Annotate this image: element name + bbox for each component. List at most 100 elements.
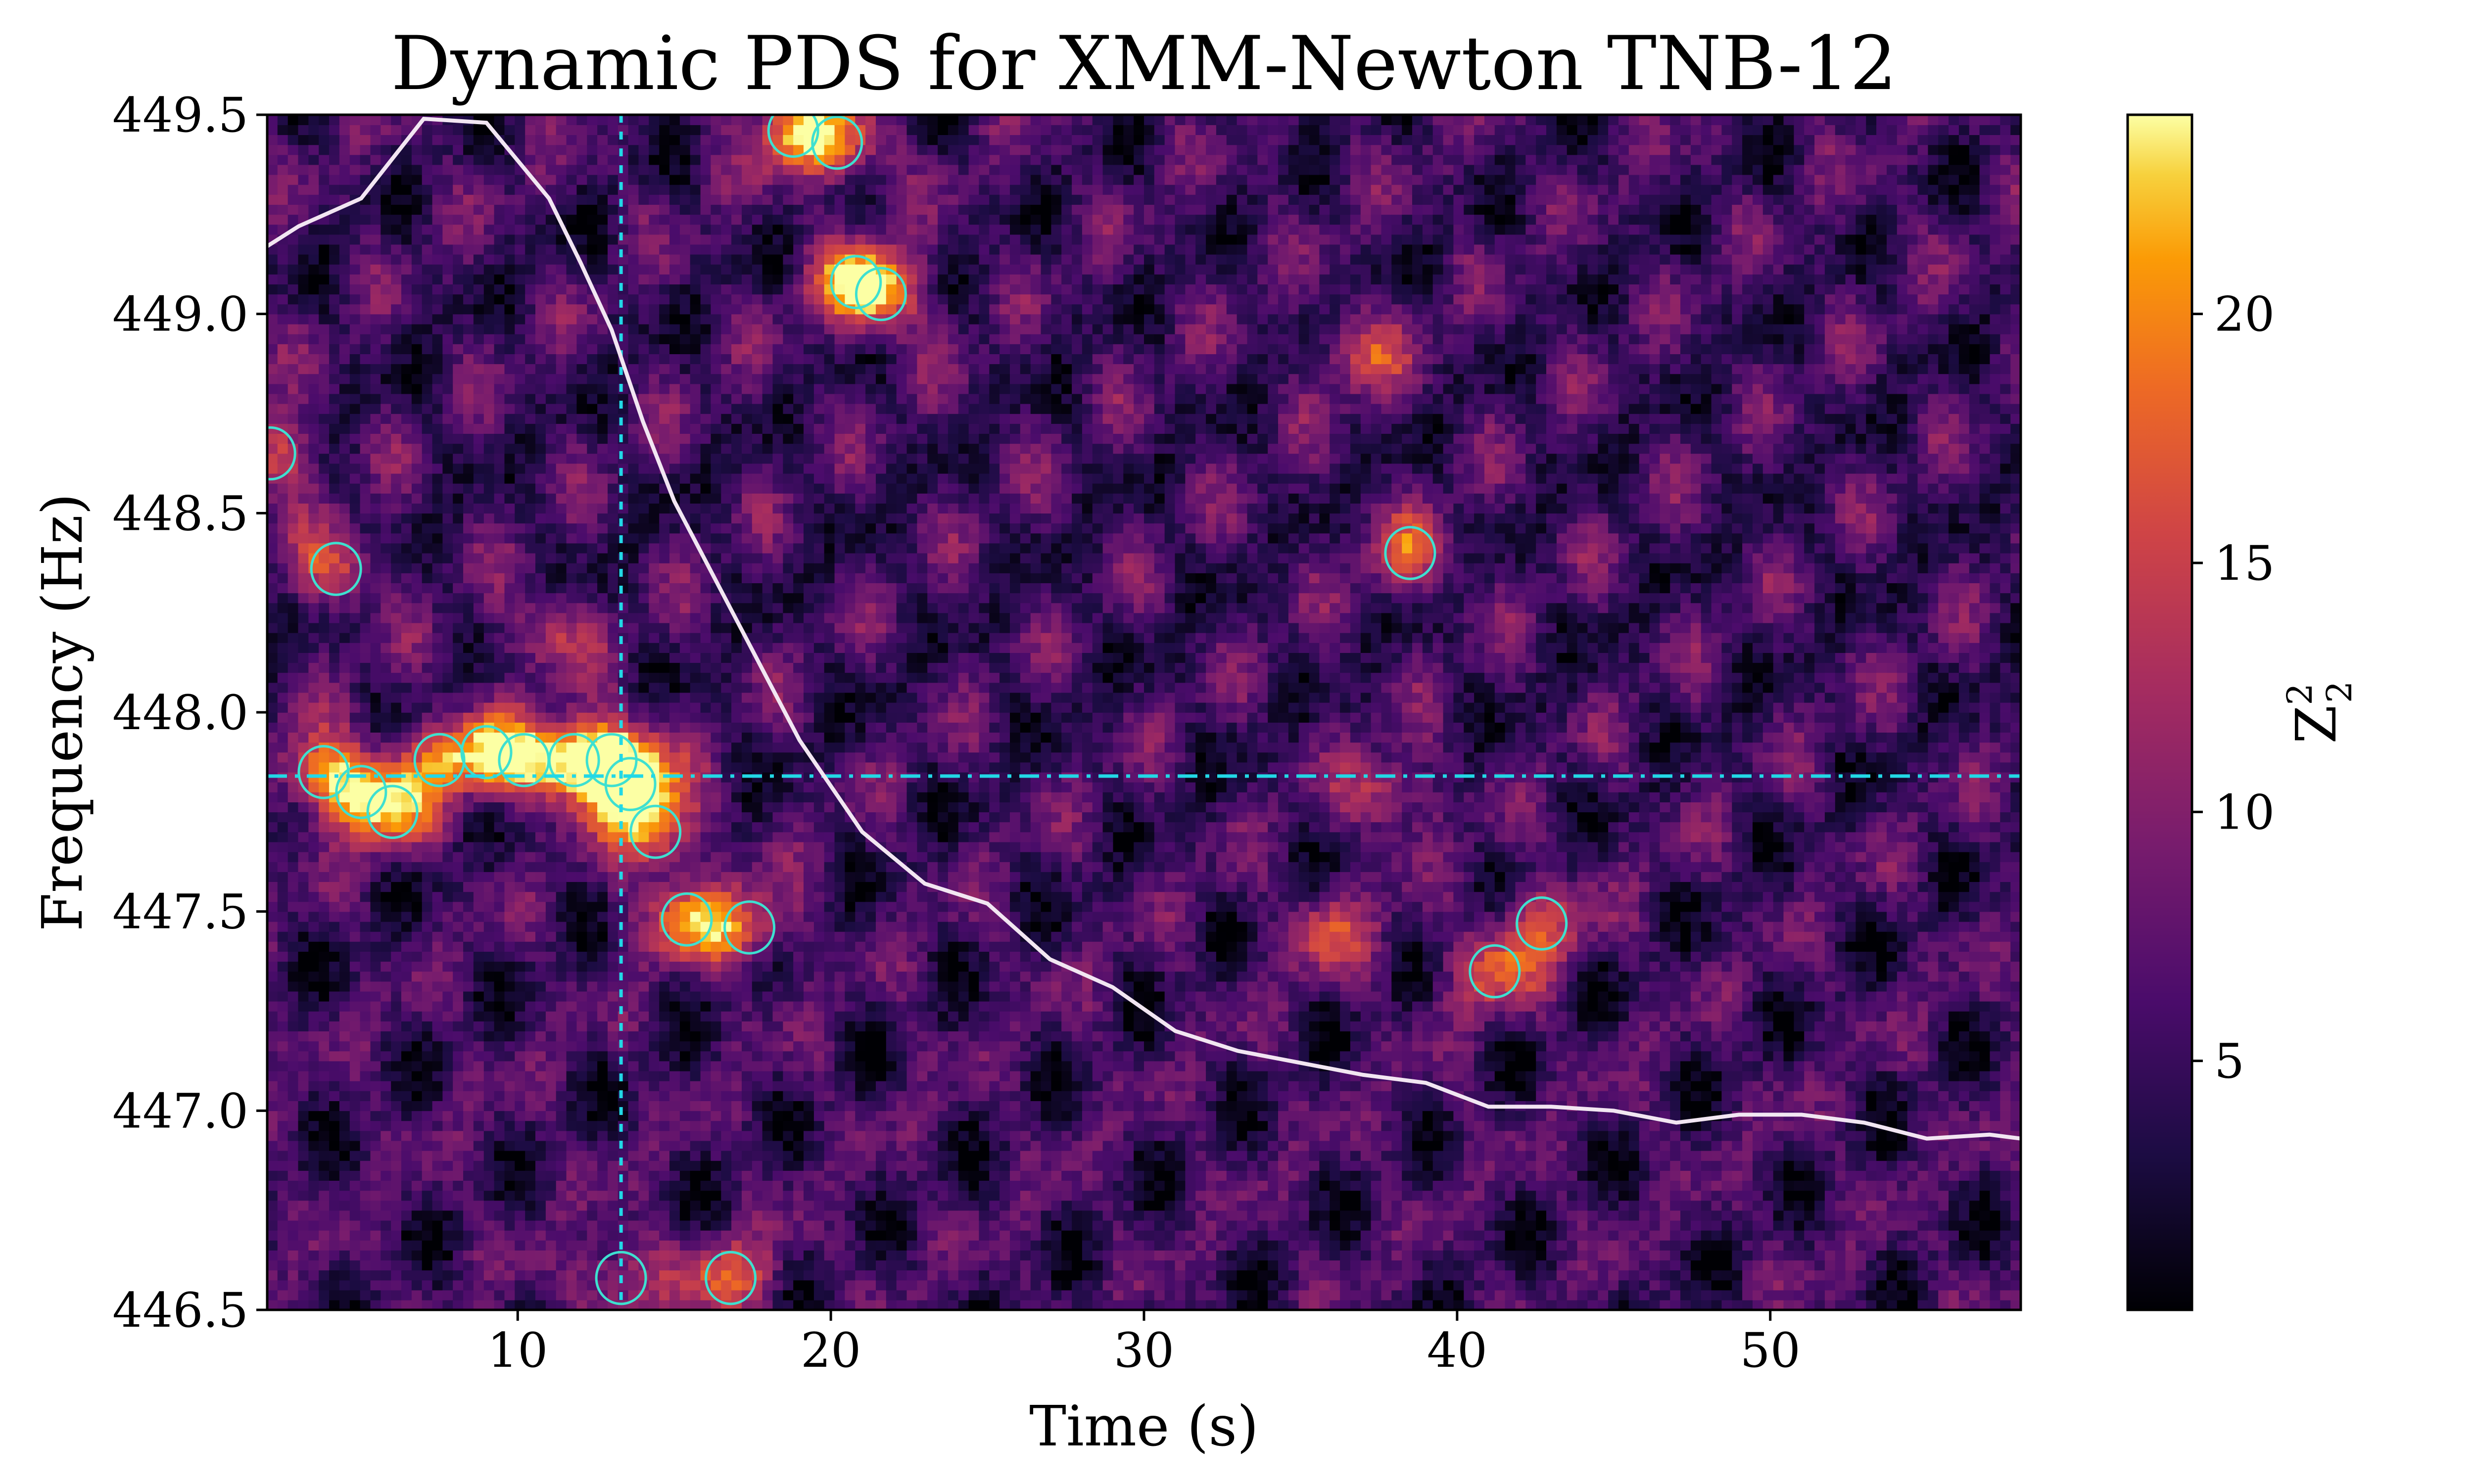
heatmap-cell	[515, 802, 525, 813]
heatmap-cell	[638, 294, 650, 305]
heatmap-cell	[494, 244, 505, 255]
heatmap-cell	[339, 1061, 350, 1071]
heatmap-cell	[267, 622, 278, 633]
heatmap-cell	[587, 453, 598, 464]
heatmap-cell	[679, 851, 691, 862]
heatmap-cell	[515, 433, 525, 444]
heatmap-cell	[349, 931, 361, 942]
heatmap-cell	[556, 921, 567, 932]
heatmap-cell	[422, 802, 433, 813]
heatmap-cell	[494, 503, 505, 514]
heatmap-cell	[442, 523, 453, 534]
heatmap-cell	[649, 224, 660, 235]
heatmap-cell	[659, 682, 670, 693]
heatmap-cell	[442, 1091, 453, 1101]
heatmap-cell	[432, 573, 443, 583]
heatmap-cell	[587, 941, 598, 952]
heatmap-cell	[545, 832, 557, 842]
heatmap-cell	[597, 244, 608, 255]
heatmap-cell	[473, 1150, 484, 1161]
heatmap-cell	[566, 643, 577, 653]
heatmap-cell	[659, 1250, 670, 1261]
heatmap-cell	[545, 931, 557, 942]
heatmap-cell	[391, 463, 402, 474]
heatmap-cell	[422, 971, 433, 982]
heatmap-cell	[556, 643, 567, 653]
heatmap-cell	[587, 991, 598, 1002]
heatmap-cell	[494, 643, 505, 653]
heatmap-cell	[525, 981, 536, 992]
heatmap-cell	[473, 324, 484, 334]
heatmap-cell	[679, 164, 691, 175]
heatmap-cell	[381, 722, 391, 733]
heatmap-cell	[267, 294, 278, 305]
heatmap-cell	[504, 1120, 516, 1131]
heatmap-cell	[483, 872, 495, 882]
heatmap-cell	[463, 1150, 474, 1161]
heatmap-cell	[669, 274, 680, 284]
heatmap-cell	[545, 493, 557, 504]
heatmap-cell	[659, 782, 670, 792]
heatmap-cell	[597, 1270, 608, 1281]
heatmap-cell	[463, 812, 474, 823]
heatmap-cell	[349, 1061, 361, 1071]
heatmap-cell	[391, 1240, 402, 1251]
heatmap-cell	[411, 583, 423, 594]
heatmap-cell	[319, 593, 330, 603]
heatmap-cell	[391, 1070, 402, 1081]
heatmap-cell	[442, 533, 453, 544]
heatmap-cell	[597, 483, 608, 494]
heatmap-cell	[535, 164, 546, 175]
heatmap-cell	[515, 1260, 525, 1271]
heatmap-cell	[287, 872, 299, 882]
heatmap-cell	[411, 184, 423, 195]
heatmap-cell	[669, 453, 680, 464]
heatmap-cell	[453, 583, 464, 594]
heatmap-cell	[504, 603, 516, 613]
heatmap-cell	[349, 1091, 361, 1101]
heatmap-cell	[370, 981, 381, 992]
heatmap-cell	[411, 164, 423, 175]
heatmap-cell	[319, 1210, 330, 1221]
heatmap-cell	[329, 622, 340, 633]
heatmap-cell	[659, 1140, 670, 1151]
heatmap-cell	[339, 931, 350, 942]
heatmap-cell	[679, 314, 691, 325]
heatmap-cell	[329, 732, 340, 743]
heatmap-cell	[381, 812, 391, 823]
chart-title: Dynamic PDS for XMM-Newton TNB-12	[391, 21, 1897, 107]
heatmap-cell	[287, 1041, 299, 1052]
heatmap-cell	[494, 692, 505, 703]
heatmap-cell	[608, 692, 618, 703]
plot-area: 10 20 30 40 50 446.5447.0447.5448.0448.5449.…	[112, 88, 2022, 1378]
heatmap-cell	[535, 632, 546, 643]
heatmap-cell	[339, 1130, 350, 1141]
heatmap-cell	[525, 1290, 536, 1300]
heatmap-cell	[411, 543, 423, 554]
heatmap-cell	[515, 573, 525, 583]
heatmap-cell	[329, 672, 340, 683]
heatmap-cell	[515, 144, 525, 155]
heatmap-cell	[608, 314, 618, 325]
heatmap-cell	[391, 881, 402, 892]
heatmap-cell	[411, 1150, 423, 1161]
heatmap-cell	[545, 682, 557, 693]
heatmap-cell	[277, 1270, 288, 1281]
heatmap-cell	[401, 981, 412, 992]
heatmap-cell	[360, 393, 371, 404]
heatmap-cell	[556, 433, 567, 444]
heatmap-cell	[690, 981, 701, 992]
heatmap-cell	[432, 872, 443, 882]
heatmap-cell	[576, 483, 587, 494]
heatmap-cell	[679, 414, 691, 424]
heatmap-cell	[381, 1051, 391, 1062]
heatmap-cell	[360, 1140, 371, 1151]
heatmap-cell	[473, 244, 484, 255]
heatmap-cell	[628, 991, 639, 1002]
heatmap-cell	[690, 991, 701, 1002]
heatmap-cell	[566, 443, 577, 454]
heatmap-cell	[618, 154, 629, 165]
heatmap-cell	[525, 881, 536, 892]
heatmap-cell	[298, 573, 309, 583]
heatmap-cell	[587, 1150, 598, 1161]
